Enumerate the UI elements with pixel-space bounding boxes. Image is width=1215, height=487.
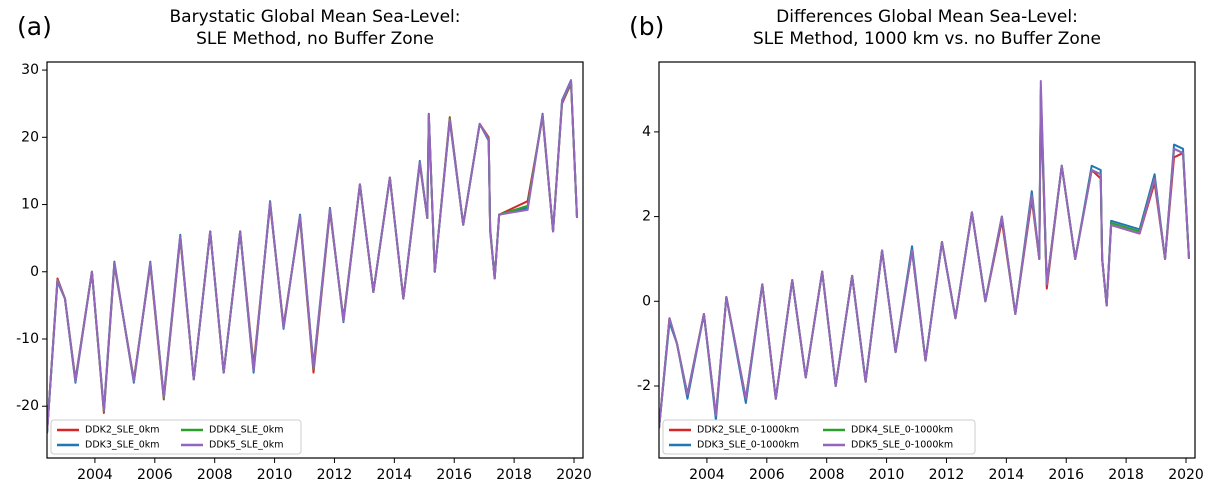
panel-label: (a) (17, 12, 52, 41)
panel-label: (b) (629, 12, 664, 41)
y-tick-label: 20 (21, 129, 39, 145)
x-tick-label: 2010 (869, 467, 905, 483)
legend-label: DDK3_SLE_0-1000km (697, 440, 799, 451)
legend-label: DDK2_SLE_0-1000km (697, 425, 799, 436)
chart-title: Differences Global Mean Sea-Level: (776, 7, 1078, 27)
series-line (47, 79, 579, 434)
legend-label: DDK4_SLE_0km (209, 425, 284, 436)
x-tick-label: 2014 (989, 467, 1025, 483)
x-tick-label: 2006 (137, 467, 173, 483)
series-line (47, 79, 579, 434)
legend-box (50, 419, 302, 455)
x-tick-label: 2018 (496, 467, 532, 483)
y-tick-label: 10 (21, 197, 39, 213)
y-tick-label: 0 (30, 264, 39, 280)
x-tick-label: 2006 (749, 467, 785, 483)
legend-label: DDK5_SLE_0km (209, 440, 284, 451)
x-tick-label: 2012 (929, 467, 965, 483)
y-tick-label: -10 (16, 331, 39, 347)
legend-label: DDK2_SLE_0km (85, 425, 160, 436)
plot-frame (46, 61, 584, 459)
series-line (47, 81, 579, 434)
x-tick-label: 2008 (809, 467, 845, 483)
chart-title: SLE Method, 1000 km vs. no Buffer Zone (753, 29, 1101, 49)
chart-title: SLE Method, no Buffer Zone (196, 29, 434, 49)
x-tick-label: 2008 (197, 467, 233, 483)
x-tick-label: 2016 (1048, 467, 1084, 483)
x-tick-label: 2004 (77, 467, 113, 483)
chart-title: Barystatic Global Mean Sea-Level: (170, 7, 461, 27)
plot-frame (658, 61, 1196, 459)
series-line (47, 82, 579, 434)
y-tick-label: 0 (642, 293, 651, 309)
x-tick-label: 2010 (257, 467, 293, 483)
x-tick-label: 2012 (317, 467, 353, 483)
y-tick-label: -20 (16, 398, 39, 414)
y-tick-label: 2 (642, 209, 651, 225)
y-tick-label: 4 (642, 124, 651, 140)
x-tick-label: 2016 (436, 467, 472, 483)
x-tick-label: 2014 (377, 467, 413, 483)
legend-box (662, 419, 976, 455)
y-tick-label: 30 (21, 62, 39, 78)
x-tick-label: 2004 (689, 467, 725, 483)
legend-label: DDK4_SLE_0-1000km (851, 425, 953, 436)
x-tick-label: 2020 (1168, 467, 1204, 483)
y-tick-label: -2 (637, 378, 651, 394)
legend-label: DDK5_SLE_0-1000km (851, 440, 953, 451)
series-line (659, 80, 1191, 429)
x-tick-label: 2020 (556, 467, 592, 483)
legend-label: DDK3_SLE_0km (85, 440, 160, 451)
x-tick-label: 2018 (1108, 467, 1144, 483)
